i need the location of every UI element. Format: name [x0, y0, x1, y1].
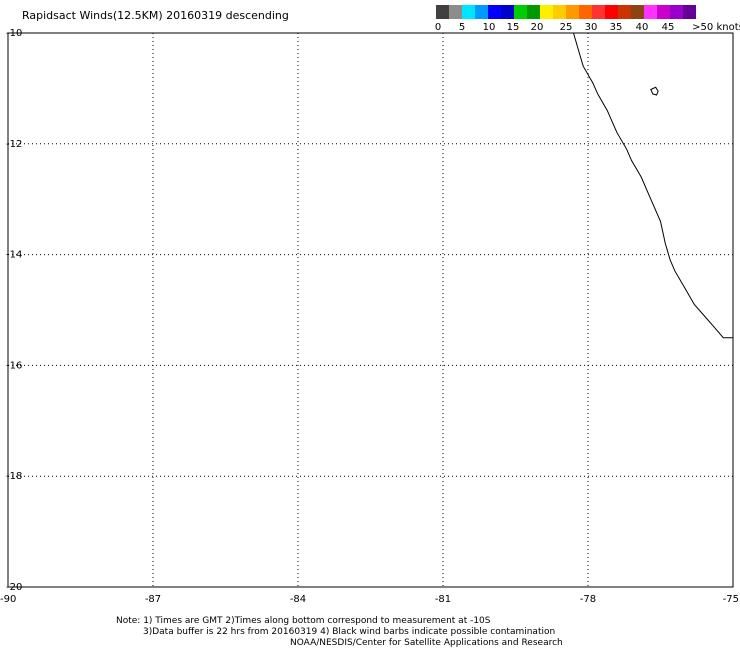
colorbar-swatch	[540, 5, 553, 19]
colorbar-swatch	[618, 5, 631, 19]
longitude-tick-label: -90	[0, 594, 16, 605]
island-outline	[650, 86, 659, 96]
colorbar-label: 5	[458, 22, 466, 33]
longitude-tick-label: -84	[290, 594, 306, 605]
colorbar-swatch	[579, 5, 592, 19]
colorbar-swatch	[527, 5, 540, 19]
note-line-1: Note: 1) Times are GMT 2)Times along bot…	[116, 616, 491, 626]
latitude-tick-label: -14	[6, 250, 22, 261]
map-frame	[7, 32, 734, 588]
longitude-tick-label: -78	[580, 594, 596, 605]
longitude-tick-label: -87	[145, 594, 161, 605]
colorbar-swatch	[644, 5, 657, 19]
graticule-grid	[8, 33, 733, 587]
colorbar-label: 45	[661, 22, 675, 33]
colorbar-swatch	[475, 5, 488, 19]
colorbar-swatch	[566, 5, 579, 19]
coastline-peru	[573, 32, 733, 339]
colorbar-label: 35	[609, 22, 623, 33]
map-title: Rapidsact Winds(12.5KM) 20160319 descend…	[22, 9, 289, 22]
colorbar-label: 20	[530, 22, 544, 33]
colorbar-label: 25	[559, 22, 573, 33]
colorbar-swatch	[631, 5, 644, 19]
note-line-3: NOAA/NESDIS/Center for Satellite Applica…	[290, 638, 563, 648]
colorbar-swatch	[670, 5, 683, 19]
colorbar-label: 40	[635, 22, 649, 33]
colorbar-swatch	[462, 5, 475, 19]
colorbar-swatch	[657, 5, 670, 19]
colorbar-label: 10	[482, 22, 496, 33]
colorbar-swatch	[514, 5, 527, 19]
longitude-tick-label: -81	[435, 594, 451, 605]
colorbar-label: 15	[506, 22, 520, 33]
longitude-tick-label: -75	[723, 594, 739, 605]
colorbar-swatch	[605, 5, 618, 19]
axis-tick-labels: -10 -12 -14 -16 -18 -20-90 -87 -84 -81 -78 -75	[0, 28, 739, 605]
colorbar-swatch	[553, 5, 566, 19]
colorbar-swatch	[436, 5, 449, 19]
latitude-tick-label: -10	[6, 28, 22, 39]
colorbar-swatch	[683, 5, 696, 19]
latitude-tick-label: -20	[6, 582, 22, 593]
colorbar-label: >50 knots	[692, 22, 740, 33]
colorbar-label: 0	[434, 22, 442, 33]
latitude-tick-label: -12	[6, 139, 22, 150]
colorbar-swatch	[488, 5, 501, 19]
colorbar-swatch	[592, 5, 605, 19]
colorbar-swatch	[501, 5, 514, 19]
latitude-tick-label: -16	[6, 360, 22, 371]
note-line-2: 3)Data buffer is 22 hrs from 20160319 4)…	[143, 627, 556, 637]
colorbar-swatch	[449, 5, 462, 19]
latitude-tick-label: -18	[6, 471, 22, 482]
colorbar-label: 30	[584, 22, 598, 33]
